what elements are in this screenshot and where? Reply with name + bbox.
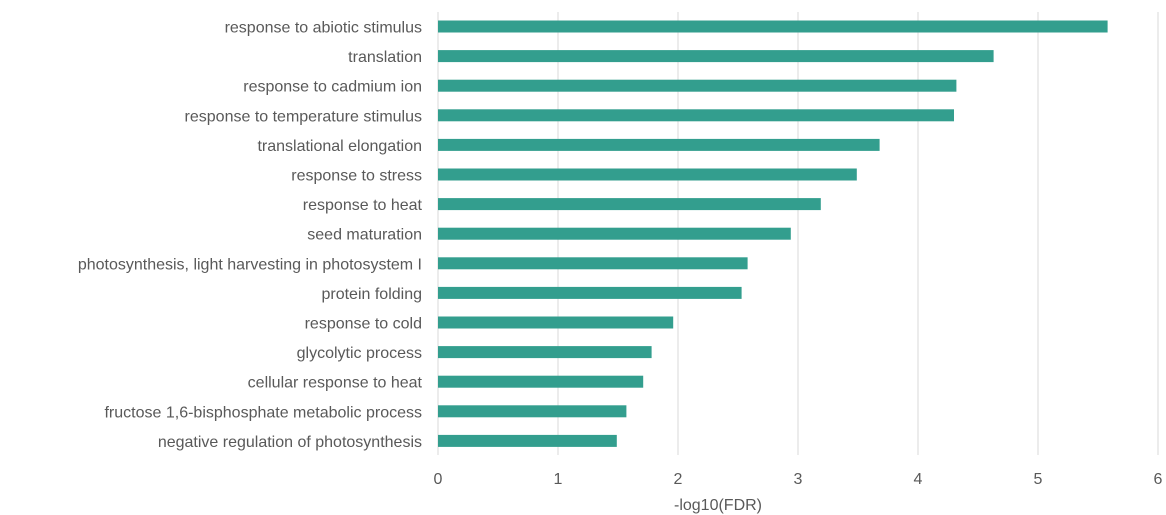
category-label: translational elongation bbox=[257, 138, 422, 155]
bar bbox=[438, 257, 748, 270]
bar bbox=[438, 434, 617, 447]
category-label: response to temperature stimulus bbox=[185, 108, 422, 125]
bar bbox=[438, 316, 674, 329]
x-tick-label: 5 bbox=[1034, 471, 1043, 488]
bar bbox=[438, 286, 742, 299]
x-tick-label: 2 bbox=[674, 471, 683, 488]
bar bbox=[438, 20, 1108, 33]
category-label: response to abiotic stimulus bbox=[225, 20, 422, 37]
category-label: seed maturation bbox=[307, 227, 422, 244]
x-tick-label: 1 bbox=[554, 471, 563, 488]
category-labels: response to abiotic stimulus translation r… bbox=[78, 20, 423, 451]
bar bbox=[438, 168, 857, 181]
bar bbox=[438, 227, 791, 240]
category-label: glycolytic process bbox=[297, 345, 422, 362]
category-label: fructose 1,6-bisphosphate metabolic proc… bbox=[104, 404, 422, 421]
category-label: photosynthesis, light harvesting in phot… bbox=[78, 256, 422, 273]
category-label: protein folding bbox=[321, 286, 422, 303]
bar bbox=[438, 79, 957, 92]
category-label: response to cadmium ion bbox=[243, 79, 422, 96]
bar bbox=[438, 375, 644, 388]
bar bbox=[438, 50, 994, 63]
category-label: response to stress bbox=[291, 168, 422, 185]
bars bbox=[438, 20, 1108, 447]
bar bbox=[438, 109, 954, 122]
bar bbox=[438, 138, 880, 151]
x-tick-label: 3 bbox=[794, 471, 803, 488]
category-label: cellular response to heat bbox=[248, 375, 423, 392]
bar bbox=[438, 198, 821, 211]
bar bbox=[438, 346, 652, 359]
bar bbox=[438, 405, 627, 418]
category-label: response to cold bbox=[305, 316, 422, 333]
category-label: translation bbox=[348, 49, 422, 66]
x-axis-title: -log10(FDR) bbox=[674, 497, 762, 514]
category-label: response to heat bbox=[303, 197, 423, 214]
x-tick-labels: 0 1 2 3 4 5 6 bbox=[434, 471, 1163, 488]
x-tick-label: 4 bbox=[914, 471, 923, 488]
x-tick-label: 6 bbox=[1154, 471, 1163, 488]
x-tick-label: 0 bbox=[434, 471, 443, 488]
category-label: negative regulation of photosynthesis bbox=[158, 434, 422, 451]
